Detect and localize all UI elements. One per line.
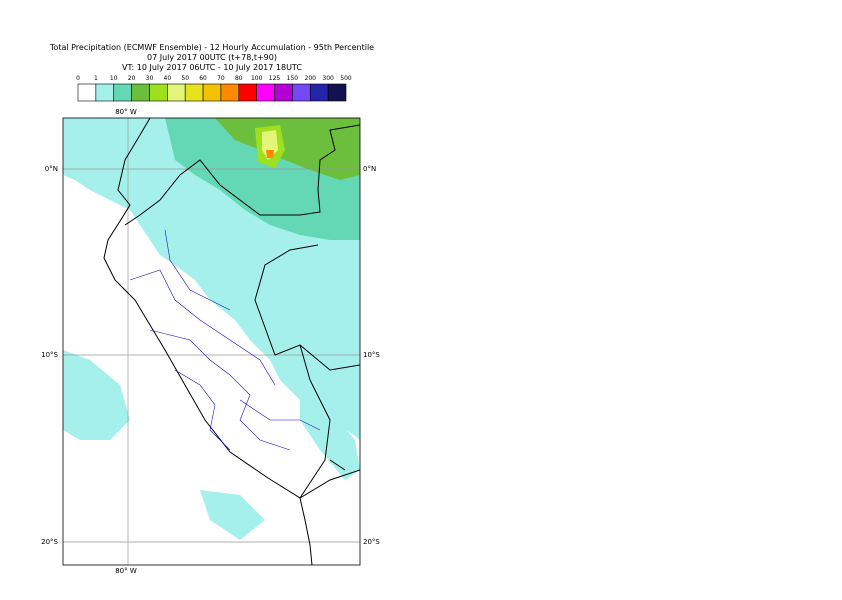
legend-swatch bbox=[77, 83, 97, 102]
title-line: Total Precipitation (ECMWF Ensemble) - 1… bbox=[49, 43, 374, 52]
legend-swatch bbox=[309, 83, 329, 102]
legend-label: 10 bbox=[110, 75, 118, 82]
legend-swatch bbox=[220, 83, 240, 102]
precip-20mm bbox=[215, 118, 360, 180]
lat-label: 0°N bbox=[45, 165, 58, 173]
map-frame bbox=[62, 117, 361, 566]
legend: 0 1 10 20 30 40 50 60 70 80 100 125 150 200 300 500 bbox=[76, 75, 352, 102]
legend-label: 80 bbox=[235, 75, 243, 82]
legend-label: 70 bbox=[217, 75, 225, 82]
legend-label: 30 bbox=[146, 75, 154, 82]
precip-1mm bbox=[200, 490, 265, 540]
legend-swatch bbox=[113, 83, 132, 102]
legend-swatch bbox=[238, 83, 257, 102]
legend-swatch bbox=[184, 83, 204, 102]
precip-1mm bbox=[300, 390, 360, 480]
legend-label: 300 bbox=[322, 75, 334, 82]
legend-label: 125 bbox=[269, 75, 281, 82]
legend-label: 150 bbox=[287, 75, 299, 82]
legend-label: 500 bbox=[340, 75, 352, 82]
lat-label: 10°S bbox=[363, 351, 380, 359]
legend-swatch bbox=[131, 83, 150, 102]
legend-swatch bbox=[95, 83, 115, 102]
admin-borders bbox=[129, 229, 321, 451]
legend-label: 50 bbox=[181, 75, 189, 82]
lat-label: 0°N bbox=[363, 165, 376, 173]
legend-label: 1 bbox=[94, 75, 98, 82]
coastline bbox=[103, 118, 313, 565]
legend-label: 0 bbox=[76, 75, 80, 82]
lat-label: 20°S bbox=[363, 538, 380, 546]
title-line: VT: 10 July 2017 06UTC - 10 July 2017 18… bbox=[122, 63, 302, 72]
legend-swatch bbox=[256, 83, 275, 102]
legend-label: 200 bbox=[305, 75, 317, 82]
legend-swatch bbox=[167, 83, 186, 102]
lon-label: 80° W bbox=[115, 108, 137, 116]
lat-label: 20°S bbox=[41, 538, 58, 546]
legend-label: 60 bbox=[199, 75, 207, 82]
title-line: 07 July 2017 00UTC (t+78,t+90) bbox=[147, 53, 277, 62]
country-border bbox=[124, 124, 360, 499]
legend-swatch bbox=[274, 83, 293, 102]
graticule bbox=[63, 118, 360, 565]
legend-swatch bbox=[327, 83, 347, 102]
legend-label: 100 bbox=[251, 75, 263, 82]
legend-swatch bbox=[292, 83, 311, 102]
map bbox=[63, 118, 360, 565]
precip-70mm bbox=[266, 150, 274, 158]
legend-label: 40 bbox=[164, 75, 172, 82]
legend-label: 20 bbox=[128, 75, 136, 82]
precip-1mm bbox=[63, 350, 130, 440]
lat-label: 10°S bbox=[41, 351, 58, 359]
precip-40mm bbox=[262, 130, 278, 160]
lon-label: 80° W bbox=[115, 567, 137, 575]
legend-swatch bbox=[149, 83, 168, 102]
legend-swatch bbox=[202, 83, 222, 102]
